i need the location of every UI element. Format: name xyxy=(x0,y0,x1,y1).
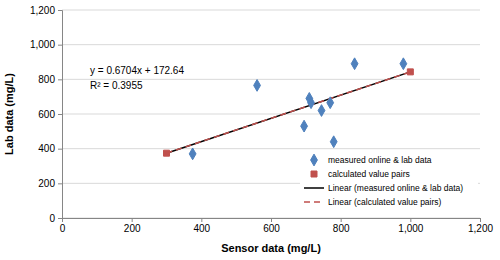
x-axis-title: Sensor data (mg/L) xyxy=(221,242,321,254)
chart-svg: 0 200 400 600 800 1,000 1,200 0 200 400 600 800 1,00… xyxy=(0,0,500,260)
tick: 200 xyxy=(124,218,141,234)
grid-line xyxy=(62,114,480,115)
grid-line xyxy=(62,44,480,45)
tick: 400 xyxy=(193,218,210,234)
legend-swatch xyxy=(304,187,324,189)
y-axis-line xyxy=(58,11,63,219)
tick: 1,200 xyxy=(30,5,62,16)
tick-label: 1,000 xyxy=(398,223,423,234)
tick-mark xyxy=(58,10,62,11)
point xyxy=(318,105,325,117)
point xyxy=(189,148,196,160)
tick-mark xyxy=(341,218,342,222)
tick: 600 xyxy=(38,109,62,120)
point xyxy=(301,120,308,132)
tick-mark xyxy=(480,218,481,222)
y-axis: 0 200 400 600 800 1,000 1,200 xyxy=(30,5,63,224)
tick-mark xyxy=(271,218,272,222)
x-axis-line xyxy=(63,219,481,223)
legend-swatch xyxy=(311,171,317,177)
point xyxy=(254,80,261,92)
plot: 0 200 400 600 800 1,000 1,200 0 200 400 600 800 1,00… xyxy=(30,5,493,234)
tick: 1,000 xyxy=(398,218,423,234)
annotation: y = 0.6704x + 172.64 xyxy=(90,65,184,76)
point xyxy=(164,150,170,156)
legend-item: measured online & lab data xyxy=(311,154,432,166)
tick: 400 xyxy=(38,143,62,154)
legend-label: Linear (calculated value pairs) xyxy=(328,197,442,207)
legend-swatch xyxy=(304,201,324,203)
chart-container: 0 200 400 600 800 1,000 1,200 0 200 400 600 800 1,00… xyxy=(0,0,500,260)
legend-item: Linear (measured online & lab data) xyxy=(304,183,463,193)
legend: measured online & lab data calculated val… xyxy=(300,152,478,214)
tick-mark xyxy=(58,183,62,184)
annotation: R² = 0.3955 xyxy=(90,80,143,91)
tick-label: 0 xyxy=(60,223,66,234)
marks xyxy=(164,58,414,160)
tick-label: 800 xyxy=(333,223,350,234)
grid xyxy=(62,10,480,218)
tick-label: 1,000 xyxy=(30,39,55,50)
tick-mark xyxy=(201,218,202,222)
tick-label: 0 xyxy=(49,213,55,224)
tick: 800 xyxy=(333,218,350,234)
tick-label: 800 xyxy=(38,74,55,85)
legend-swatch xyxy=(311,154,318,166)
y-axis-title: Lab data (mg/L) xyxy=(3,73,15,155)
tick-mark xyxy=(58,45,62,46)
tick: 1,200 xyxy=(468,218,493,234)
tick-label: 400 xyxy=(193,223,210,234)
tick: 200 xyxy=(38,178,62,189)
tick: 600 xyxy=(263,218,280,234)
annotations: y = 0.6704x + 172.64 R² = 0.3955 xyxy=(90,65,184,91)
tick: 800 xyxy=(38,74,62,85)
point xyxy=(330,136,337,148)
x-axis: 0 200 400 600 800 1,000 1,200 xyxy=(60,218,494,234)
legend-item: calculated value pairs xyxy=(311,169,410,179)
tick-label: 600 xyxy=(263,223,280,234)
tick-mark xyxy=(132,218,133,222)
legend-label: measured online & lab data xyxy=(328,155,432,165)
legend-item: Linear (calculated value pairs) xyxy=(304,197,442,207)
tick-label: 1,200 xyxy=(468,223,493,234)
tick-label: 600 xyxy=(38,109,55,120)
tick-label: 200 xyxy=(38,178,55,189)
tick-mark xyxy=(410,218,411,222)
point xyxy=(400,58,407,70)
grid-line xyxy=(62,148,480,149)
tick-label: 200 xyxy=(124,223,141,234)
tick-label: 400 xyxy=(38,143,55,154)
grid-line xyxy=(62,10,480,11)
point xyxy=(351,58,358,70)
point xyxy=(407,69,413,75)
tick-mark xyxy=(58,114,62,115)
tick-mark xyxy=(58,149,62,150)
tick: 0 xyxy=(49,213,62,224)
legend-label: Linear (measured online & lab data) xyxy=(328,183,463,193)
tick: 1,000 xyxy=(30,39,62,50)
trend-line xyxy=(167,72,411,153)
legend-label: calculated value pairs xyxy=(328,169,410,179)
trend-line xyxy=(167,72,411,153)
point xyxy=(327,97,334,109)
tick-mark xyxy=(58,79,62,80)
tick-mark xyxy=(58,218,62,219)
point xyxy=(308,97,315,109)
legend-box xyxy=(300,152,478,214)
tick-label: 1,200 xyxy=(30,5,55,16)
tick: 0 xyxy=(60,218,66,234)
